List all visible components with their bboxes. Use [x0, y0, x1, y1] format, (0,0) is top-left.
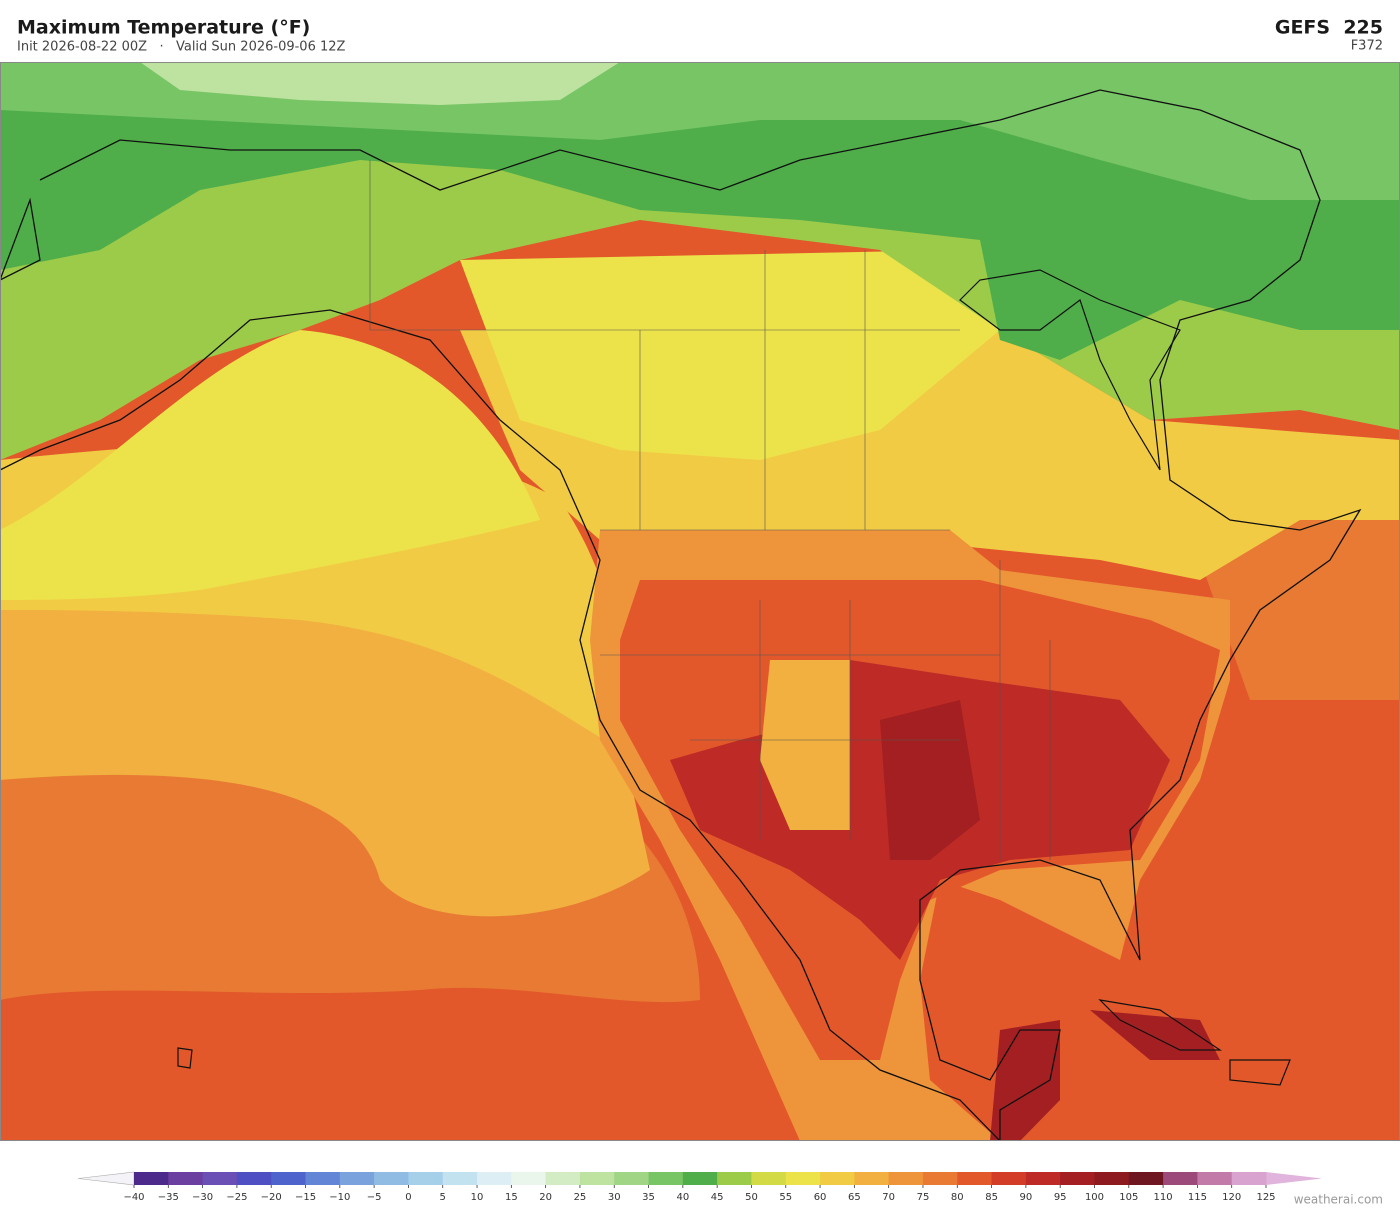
colorbar-tick-label: 40 [676, 1192, 689, 1203]
colorbar-bin [305, 1172, 341, 1185]
colorbar-bin [374, 1172, 409, 1185]
colorbar-tick-label: 15 [505, 1192, 518, 1203]
watermark: weatherai.com [1294, 1193, 1383, 1207]
colorbar-tick-label: 30 [608, 1192, 621, 1203]
colorbar-bin [271, 1172, 306, 1185]
colorbar-tick-label: 10 [471, 1192, 484, 1203]
colorbar-bin [408, 1172, 444, 1185]
colorbar-under [77, 1171, 135, 1186]
colorbar-bin [168, 1172, 204, 1185]
colorbar-tick-label: −5 [367, 1192, 382, 1203]
colorbar-bin [1094, 1172, 1130, 1185]
colorbar-tick-label: 20 [539, 1192, 552, 1203]
colorbar-tick-label: 100 [1085, 1192, 1104, 1203]
colorbar-bin [545, 1172, 581, 1185]
islands [177, 999, 1291, 1086]
colorbar-bin [339, 1172, 375, 1185]
colorbar-bin [134, 1172, 169, 1185]
colorbar-bin [1197, 1172, 1233, 1185]
colorbar-tick-label: 50 [745, 1192, 758, 1203]
colorbar-bin [785, 1172, 821, 1185]
colorbar-bin [579, 1172, 615, 1185]
colorbar-tick-label: 70 [882, 1192, 895, 1203]
colorbar-bin [648, 1172, 684, 1185]
colorbar-tick-label: 95 [1054, 1192, 1067, 1203]
colorbar-tick-label: 115 [1188, 1192, 1207, 1203]
colorbar-bin [477, 1172, 512, 1185]
colorbar-tick-label: 25 [574, 1192, 587, 1203]
colorbar-over [1266, 1172, 1322, 1185]
colorbar-tick-label: −35 [158, 1192, 179, 1203]
header: Maximum Temperature (°F) Init 2026-08-22… [17, 17, 1383, 55]
colorbar-tick-label: 80 [951, 1192, 964, 1203]
temp-zone [0, 606, 650, 917]
colorbar-bin [820, 1172, 855, 1185]
coastline [959, 269, 1181, 471]
colorbar-bin [957, 1172, 992, 1185]
colorbar-bin [1025, 1172, 1061, 1185]
colorbar-bin [991, 1172, 1027, 1185]
temp-zone [140, 62, 620, 105]
colorbar-bin [922, 1172, 958, 1185]
colorbar-tick-label: −40 [123, 1192, 144, 1203]
colorbar-bin [682, 1172, 718, 1185]
colorbar-bin [614, 1172, 649, 1185]
colorbar-bin [202, 1172, 238, 1185]
colorbar-tick-label: 5 [440, 1192, 446, 1203]
subtitle: Init 2026-08-22 00Z · Valid Sun 2026-09-… [17, 40, 346, 55]
colorbar-bin [1231, 1172, 1267, 1185]
colorbar-tick-label: 65 [848, 1192, 861, 1203]
colorbar-bin [442, 1172, 478, 1185]
colorbar-tick-label: −10 [329, 1192, 350, 1203]
colorbar-bin [1163, 1172, 1198, 1185]
colorbar-tick-label: 0 [405, 1192, 411, 1203]
colorbar-tick-label: 120 [1222, 1192, 1241, 1203]
colorbar-tick-label: −25 [226, 1192, 247, 1203]
colorbar-bin [511, 1172, 547, 1185]
colorbar-bin [888, 1172, 924, 1185]
temp-zone [0, 330, 540, 600]
borders [369, 160, 1051, 860]
model-label: GEFS 225 [1275, 17, 1383, 39]
colorbar-tick-label: 35 [642, 1192, 655, 1203]
colorbar-tick-label: 110 [1154, 1192, 1173, 1203]
colorbar-tick-label: 105 [1119, 1192, 1138, 1203]
colorbar-tick-label: 55 [779, 1192, 792, 1203]
coastline [0, 89, 1362, 1141]
map [0, 62, 1400, 1141]
temp-zone [760, 660, 850, 830]
colorbar-bin [1060, 1172, 1095, 1185]
colorbar-bin [717, 1172, 752, 1185]
colorbar-tick-label: −30 [192, 1192, 213, 1203]
colorbar-bin [751, 1172, 787, 1185]
forecast-hour: F372 [1351, 39, 1383, 54]
colorbar-bin [1128, 1172, 1164, 1185]
colorbar-bin [854, 1172, 890, 1185]
colorbar: −40 −35 −30 −25 −20 −15 −10 −5 0 5 10 15 20 25 30 35 40 4… [77, 1171, 1322, 1203]
colorbar-bin [236, 1172, 272, 1185]
colorbar-tick-label: 75 [917, 1192, 930, 1203]
colorbar-tick-label: 90 [1020, 1192, 1033, 1203]
colorbar-tick-label: 60 [814, 1192, 827, 1203]
colorbar-tick-label: 45 [711, 1192, 724, 1203]
colorbar-tick-label: 85 [985, 1192, 998, 1203]
colorbar-tick-label: 125 [1256, 1192, 1275, 1203]
temp-zone [990, 1010, 1220, 1141]
title: Maximum Temperature (°F) [17, 17, 310, 39]
colorbar-tick-label: −20 [261, 1192, 282, 1203]
colorbar-tick-label: −15 [295, 1192, 316, 1203]
